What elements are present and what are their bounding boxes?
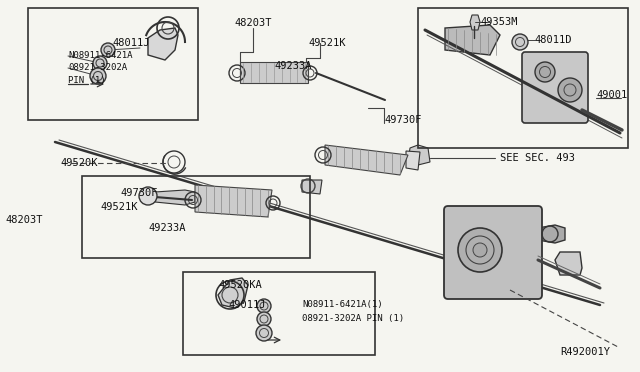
Text: 48011J: 48011J [112,38,150,48]
Text: 49521K: 49521K [100,202,138,212]
Text: N08911-6421A: N08911-6421A [68,51,132,61]
Text: 49520KA: 49520KA [218,280,262,290]
Text: 49730F: 49730F [120,188,157,198]
Circle shape [139,187,157,205]
Polygon shape [218,278,248,308]
Text: 49001: 49001 [596,90,627,100]
Polygon shape [302,180,322,194]
Polygon shape [470,15,480,30]
Polygon shape [148,28,178,60]
Polygon shape [155,190,195,205]
Text: 48011D: 48011D [534,35,572,45]
Text: SEE SEC. 493: SEE SEC. 493 [500,153,575,163]
Bar [183,272,375,355]
Circle shape [473,243,487,257]
Circle shape [535,62,555,82]
Polygon shape [445,25,500,55]
Text: 48203T: 48203T [234,18,272,28]
Text: PIN (1): PIN (1) [68,76,106,84]
FancyBboxPatch shape [444,206,542,299]
Bar [28,8,198,120]
FancyBboxPatch shape [522,52,588,123]
Text: 49011J: 49011J [228,300,266,310]
Text: N08911-6421A(1): N08911-6421A(1) [302,301,383,310]
Circle shape [458,228,502,272]
Circle shape [558,78,582,102]
Circle shape [256,325,272,341]
Text: 48203T: 48203T [5,215,42,225]
Text: 08921-3202A PIN (1): 08921-3202A PIN (1) [302,314,404,323]
Polygon shape [195,185,272,217]
Bar [418,8,628,148]
Text: R492001Y: R492001Y [560,347,610,357]
Circle shape [512,34,528,50]
Polygon shape [325,145,408,175]
Circle shape [257,312,271,326]
Circle shape [101,43,115,57]
Circle shape [90,68,106,84]
Text: 49353M: 49353M [480,17,518,27]
Text: 49520K: 49520K [60,158,97,168]
Bar [82,176,310,258]
Circle shape [93,56,107,70]
Text: 49521K: 49521K [308,38,346,48]
Text: 49730F: 49730F [384,115,422,125]
Polygon shape [538,225,565,243]
Polygon shape [555,252,582,275]
Text: 49233A: 49233A [274,61,312,71]
Polygon shape [406,151,420,170]
Circle shape [257,299,271,313]
Polygon shape [240,62,308,83]
Text: 08921-3202A: 08921-3202A [68,64,127,73]
Text: 49233A: 49233A [148,223,186,233]
Polygon shape [408,145,430,165]
